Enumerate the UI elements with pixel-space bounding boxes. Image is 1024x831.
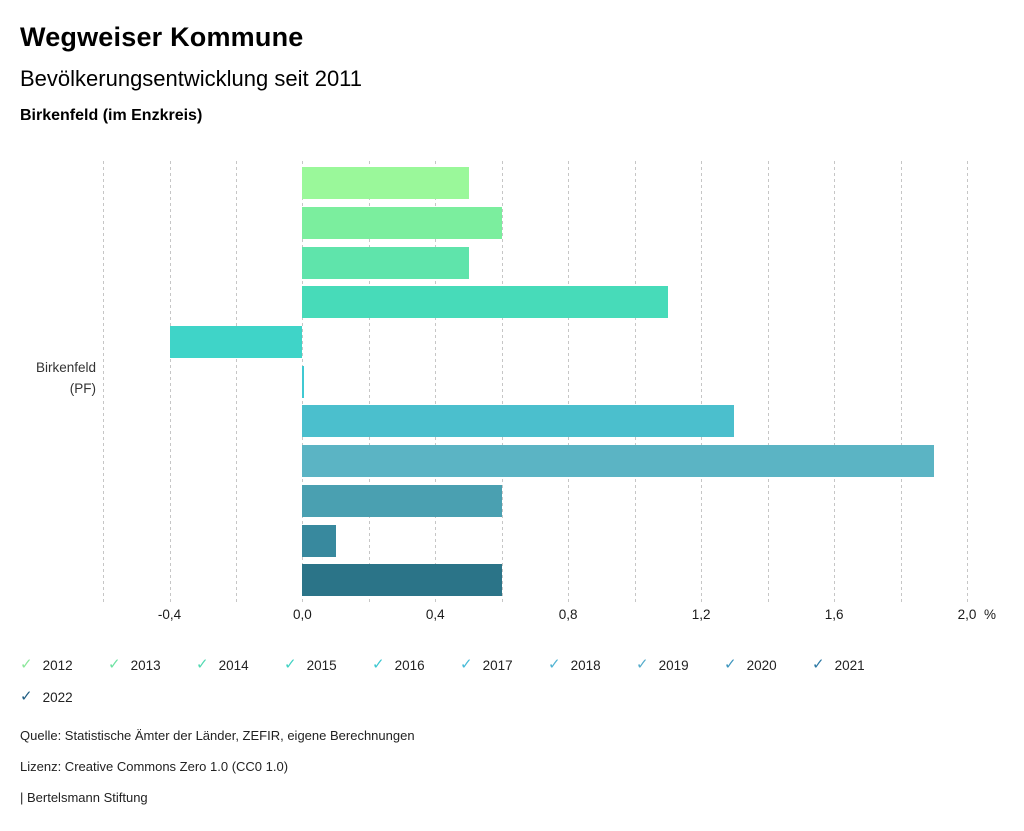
legend-year-label: 2015 — [306, 657, 337, 673]
gridline — [235, 161, 237, 603]
check-icon: ✓ — [284, 656, 297, 673]
legend-item-2015[interactable]: ✓ 2015 — [284, 656, 337, 674]
x-axis-unit: % — [984, 607, 997, 622]
legend-item-2012[interactable]: ✓ 2012 — [20, 656, 73, 674]
check-icon: ✓ — [812, 656, 825, 673]
bar-2021[interactable] — [302, 524, 336, 557]
check-icon: ✓ — [20, 656, 33, 673]
bar-2015[interactable] — [302, 286, 668, 319]
bar-2022[interactable] — [302, 564, 502, 597]
bar-chart-plot-area — [103, 161, 968, 603]
legend-item-2017[interactable]: ✓ 2017 — [460, 656, 513, 674]
legend-year-label: 2016 — [394, 657, 425, 673]
gridline — [568, 161, 570, 603]
legend-year-label: 2013 — [130, 657, 161, 673]
x-tick-label: 0,0 — [293, 607, 312, 622]
bar-2017[interactable] — [302, 365, 305, 398]
legend-item-2016[interactable]: ✓ 2016 — [372, 656, 425, 674]
y-axis-group-label: Birkenfeld (PF) — [0, 357, 96, 399]
bar-2019[interactable] — [302, 445, 934, 478]
check-icon: ✓ — [460, 656, 473, 673]
legend-item-2018[interactable]: ✓ 2018 — [548, 656, 601, 674]
gridline — [701, 161, 703, 603]
legend-year-label: 2021 — [834, 657, 865, 673]
check-icon: ✓ — [636, 656, 649, 673]
check-icon: ✓ — [372, 656, 385, 673]
bar-2020[interactable] — [302, 484, 502, 517]
gridline — [967, 161, 968, 603]
legend-item-2013[interactable]: ✓ 2013 — [108, 656, 161, 674]
bar-2014[interactable] — [302, 246, 469, 279]
x-tick-label: 1,6 — [824, 607, 844, 622]
x-tick-label: 0,8 — [558, 607, 578, 622]
branding-note: | Bertelsmann Stiftung — [20, 790, 148, 805]
legend-item-2019[interactable]: ✓ 2019 — [636, 656, 689, 674]
license-note: Lizenz: Creative Commons Zero 1.0 (CC0 1… — [20, 759, 289, 774]
legend-item-2014[interactable]: ✓ 2014 — [196, 656, 249, 674]
legend-year-label: 2017 — [482, 657, 513, 673]
legend-year-label: 2019 — [658, 657, 689, 673]
x-axis: -0,4 0,0 0,4 0,8 1,2 1,6 2,0% — [0, 603, 1024, 625]
gridline — [501, 161, 503, 603]
gridline — [634, 161, 636, 603]
legend-year-label: 2018 — [570, 657, 601, 673]
gridline — [767, 161, 769, 603]
legend-year-label: 2020 — [746, 657, 777, 673]
check-icon: ✓ — [548, 656, 561, 673]
bar-2016[interactable] — [169, 325, 303, 358]
legend-item-2021[interactable]: ✓ 2021 — [812, 656, 865, 674]
legend-year-label: 2014 — [218, 657, 249, 673]
bar-2012[interactable] — [302, 167, 469, 199]
gridline — [834, 161, 836, 603]
chart-title: Bevölkerungsentwicklung seit 2011 — [20, 66, 363, 91]
x-tick-label: -0,4 — [157, 607, 182, 622]
bar-2013[interactable] — [302, 206, 502, 239]
legend-item-2020[interactable]: ✓ 2020 — [724, 656, 777, 674]
source-note: Quelle: Statistische Ämter der Länder, Z… — [20, 728, 415, 743]
chart-region-label: Birkenfeld (im Enzkreis) — [20, 107, 203, 124]
y-axis-label-line: (PF) — [69, 381, 96, 396]
x-tick-label: 0,4 — [425, 607, 445, 622]
x-tick-label: 1,2 — [691, 607, 711, 622]
gridline — [169, 161, 171, 603]
check-icon: ✓ — [108, 656, 121, 673]
check-icon: ✓ — [20, 688, 33, 705]
legend-year-label: 2012 — [42, 657, 73, 673]
gridline — [900, 161, 902, 603]
gridline — [103, 161, 104, 603]
legend-year-label: 2022 — [42, 689, 73, 705]
check-icon: ✓ — [196, 656, 209, 673]
gridline — [368, 161, 370, 603]
gridline — [435, 161, 437, 603]
check-icon: ✓ — [724, 656, 737, 673]
x-tick-label: 2,0 — [957, 607, 977, 622]
y-axis-label-line: Birkenfeld — [35, 360, 96, 375]
bar-2018[interactable] — [302, 405, 735, 438]
legend-item-2022[interactable]: ✓ 2022 — [20, 688, 73, 706]
page-title: Wegweiser Kommune — [20, 22, 304, 52]
